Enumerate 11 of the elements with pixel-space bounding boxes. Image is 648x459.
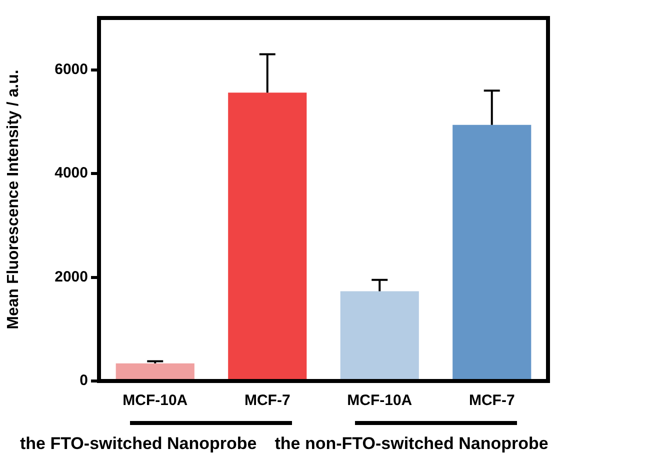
x-tick-label: MCF-10A [347, 392, 412, 410]
y-tick-label: 4000 [54, 164, 88, 182]
y-axis-title: Mean Fluorescence Intensity / a.u. [5, 70, 22, 330]
text: the FTO-switched Nanoprobe [20, 434, 257, 454]
y-tick-label: 0 [80, 372, 88, 390]
x-tick-label: MCF-7 [244, 392, 290, 410]
x-tick-label: MCF-7 [468, 392, 515, 410]
x-tick-label: MCF-10A [122, 392, 188, 410]
text: the non-FTO-switched Nanoprobe [274, 434, 548, 454]
y-tick-label: 6000 [54, 61, 88, 78]
y-tick-label: 2000 [54, 268, 88, 286]
